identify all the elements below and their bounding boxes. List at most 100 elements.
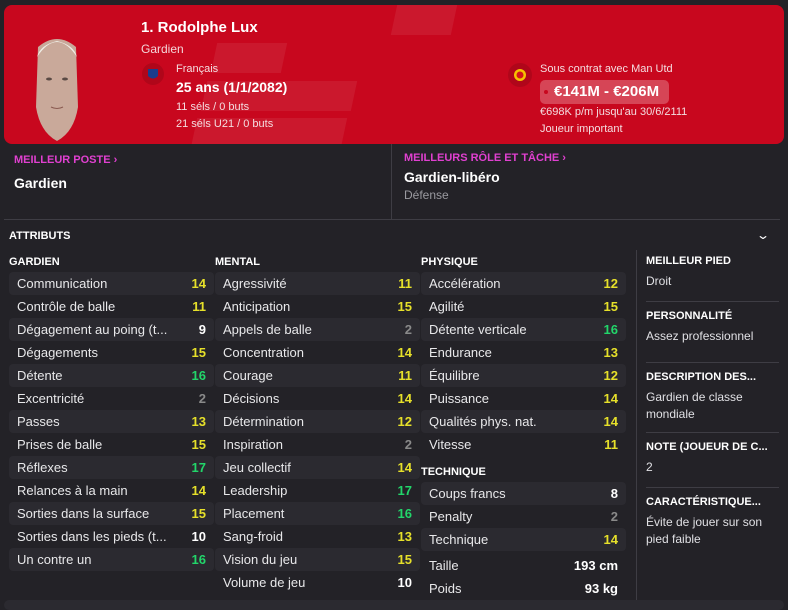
section-mental: MENTAL <box>215 256 261 268</box>
attribute-row[interactable]: Accélération 12 <box>421 272 626 295</box>
attribute-row[interactable]: Puissance 14 <box>421 387 626 410</box>
attribute-name: Anticipation <box>223 299 291 314</box>
divider <box>391 144 392 219</box>
nationality[interactable]: Français <box>176 63 219 75</box>
divider <box>4 219 780 220</box>
man-utd-crest-icon[interactable] <box>508 63 532 87</box>
attribute-row[interactable]: Leadership 17 <box>215 479 420 502</box>
squad-status: Joueur important <box>540 123 623 135</box>
attribute-value: 15 <box>397 552 412 567</box>
transfer-value-badge: €141M - €206M <box>540 80 670 104</box>
attribute-row[interactable]: Placement 16 <box>215 502 420 525</box>
attribute-row[interactable]: Sorties dans la surface 15 <box>9 502 214 525</box>
attribute-row[interactable]: Inspiration 2 <box>215 433 420 456</box>
attribute-value: 16 <box>397 506 412 521</box>
measurement-label: Taille <box>429 558 459 573</box>
player-position: Gardien <box>141 42 184 56</box>
attribute-row[interactable]: Relances à la main 14 <box>9 479 214 502</box>
attribute-row[interactable]: Dégagements 15 <box>9 341 214 364</box>
attribute-row[interactable]: Coups francs 8 <box>421 482 626 505</box>
attribute-value: 15 <box>191 345 206 360</box>
attribute-name: Passes <box>17 414 60 429</box>
section-technique: TECHNIQUE <box>421 466 486 478</box>
best-position-value: Gardien <box>14 175 67 191</box>
attribute-name: Contrôle de balle <box>17 299 116 314</box>
attribute-name: Vision du jeu <box>223 552 298 567</box>
attribute-row[interactable]: Endurance 13 <box>421 341 626 364</box>
info-title: NOTE (JOUEUR DE C... <box>646 441 768 453</box>
attribute-name: Inspiration <box>223 437 283 452</box>
attribute-value: 11 <box>192 299 206 314</box>
physique-attributes: Accélération 12 Agilité 15 Détente verticale… <box>421 272 626 456</box>
attribute-value: 13 <box>191 414 206 429</box>
attribute-row[interactable]: Concentration 14 <box>215 341 420 364</box>
attribute-row[interactable]: Contrôle de balle 11 <box>9 295 214 318</box>
attribute-row[interactable]: Un contre un 16 <box>9 548 214 571</box>
attribute-name: Excentricité <box>17 391 85 406</box>
divider <box>636 250 637 600</box>
attribute-row[interactable]: Passes 13 <box>9 410 214 433</box>
attribute-name: Un contre un <box>17 552 92 567</box>
attribute-value: 13 <box>603 345 618 360</box>
info-value: Droit <box>646 274 672 288</box>
attribute-row[interactable]: Volume de jeu 10 <box>215 571 420 594</box>
info-title: PERSONNALITÉ <box>646 310 733 322</box>
attribute-value: 16 <box>603 322 618 337</box>
contract-club[interactable]: Sous contrat avec Man Utd <box>540 63 673 75</box>
best-position-link[interactable]: MEILLEUR POSTE › <box>14 154 117 166</box>
attribute-row[interactable]: Excentricité 2 <box>9 387 214 410</box>
attribute-name: Relances à la main <box>17 483 128 498</box>
info-value: 2 <box>646 460 653 474</box>
attribute-row[interactable]: Appels de balle 2 <box>215 318 420 341</box>
attribute-row[interactable]: Prises de balle 15 <box>9 433 214 456</box>
attribute-row[interactable]: Dégagement au poing (t... 9 <box>9 318 214 341</box>
attribute-row[interactable]: Courage 11 <box>215 364 420 387</box>
attribute-name: Puissance <box>429 391 489 406</box>
attribute-name: Concentration <box>223 345 304 360</box>
attribute-row[interactable]: Réflexes 17 <box>9 456 214 479</box>
attribute-row[interactable]: Équilibre 12 <box>421 364 626 387</box>
attribute-row[interactable]: Communication 14 <box>9 272 214 295</box>
attribute-row[interactable]: Décisions 14 <box>215 387 420 410</box>
attribute-name: Placement <box>223 506 285 521</box>
attribute-row[interactable]: Détermination 12 <box>215 410 420 433</box>
attribute-row[interactable]: Penalty 2 <box>421 505 626 528</box>
attribute-value: 16 <box>191 552 206 567</box>
attribute-name: Leadership <box>223 483 288 498</box>
chevron-down-icon[interactable]: ⌄ <box>755 228 771 242</box>
attribute-row[interactable]: Agilité 15 <box>421 295 626 318</box>
section-physique: PHYSIQUE <box>421 256 478 268</box>
attribute-row[interactable]: Agressivité 11 <box>215 272 420 295</box>
attribute-name: Technique <box>429 532 489 547</box>
attribute-row[interactable]: Détente 16 <box>9 364 214 387</box>
attribute-value: 12 <box>603 368 618 383</box>
measurement-label: Poids <box>429 581 462 596</box>
attribute-value: 11 <box>398 276 412 291</box>
attribute-value: 9 <box>198 322 206 337</box>
attribute-name: Détente <box>17 368 63 383</box>
attribute-name: Qualités phys. nat. <box>429 414 537 429</box>
attribute-row[interactable]: Vitesse 11 <box>421 433 626 456</box>
info-block: PERSONNALITÉ Assez professionnel <box>646 301 779 345</box>
attribute-row[interactable]: Jeu collectif 14 <box>215 456 420 479</box>
attribute-row[interactable]: Sorties dans les pieds (t... 10 <box>9 525 214 548</box>
attribute-row[interactable]: Sang-froid 13 <box>215 525 420 548</box>
measurement-row: Taille 193 cm <box>421 554 626 577</box>
attribute-value: 2 <box>404 322 412 337</box>
footer-panel <box>4 600 784 610</box>
attribute-value: 17 <box>397 483 412 498</box>
attribute-row[interactable]: Détente verticale 16 <box>421 318 626 341</box>
attribute-row[interactable]: Qualités phys. nat. 14 <box>421 410 626 433</box>
attribute-value: 15 <box>603 299 618 314</box>
best-role-link[interactable]: MEILLEURS RÔLE ET TÂCHE › <box>404 152 566 164</box>
attribute-row[interactable]: Vision du jeu 15 <box>215 548 420 571</box>
best-role-duty: Défense <box>404 188 449 202</box>
attribute-name: Vitesse <box>429 437 472 452</box>
attribute-name: Équilibre <box>429 368 480 383</box>
fff-crest-icon <box>142 63 164 85</box>
player-face-image <box>36 39 78 141</box>
attribute-row[interactable]: Anticipation 15 <box>215 295 420 318</box>
attribute-name: Appels de balle <box>223 322 312 337</box>
attribute-row[interactable]: Technique 14 <box>421 528 626 551</box>
attribute-value: 8 <box>610 486 618 501</box>
